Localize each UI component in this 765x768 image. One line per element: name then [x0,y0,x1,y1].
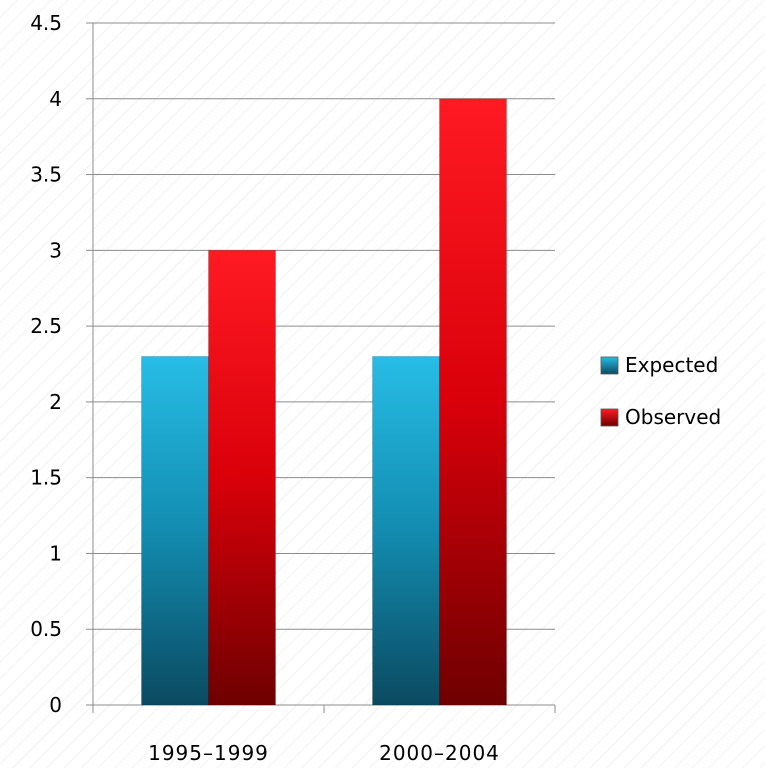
legend-label-observed: Observed [625,405,721,429]
bar-expected-0 [141,355,209,706]
legend: Expected Observed [600,353,721,429]
y-tick-label: 1 [49,541,62,565]
legend-swatch-expected [600,356,619,375]
y-tick-label: 0 [49,693,62,717]
bars [141,98,507,706]
category-label: 2000–2004 [379,741,500,765]
y-tick-label: 3.5 [30,163,62,187]
legend-label-expected: Expected [625,353,718,377]
bar-observed-0 [208,249,276,706]
y-tick-label: 3 [49,238,62,262]
y-tick-label: 2.5 [30,314,62,338]
y-tick-labels: 0 0.5 1 1.5 2 2.5 3 3.5 4 4.5 [30,11,62,717]
bar-observed-1 [439,98,507,706]
y-tick-label: 4.5 [30,11,62,35]
y-tick-label: 4 [49,87,62,111]
legend-swatch-observed [600,408,619,427]
y-tick-label: 0.5 [30,617,62,641]
y-tick-label: 1.5 [30,466,62,490]
category-labels: 1995–1999 2000–2004 [148,741,500,765]
y-tick-label: 2 [49,390,62,414]
category-label: 1995–1999 [148,741,269,765]
bar-expected-1 [372,355,440,706]
